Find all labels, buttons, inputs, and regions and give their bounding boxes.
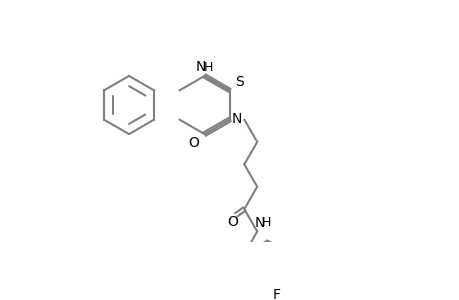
Text: N: N xyxy=(195,60,205,74)
Text: H: H xyxy=(203,61,213,74)
Text: H: H xyxy=(262,216,271,229)
Text: F: F xyxy=(272,289,280,300)
Text: S: S xyxy=(235,75,243,89)
Text: O: O xyxy=(227,215,238,229)
Text: O: O xyxy=(188,136,199,150)
Text: N: N xyxy=(231,112,242,126)
Text: N: N xyxy=(254,216,264,230)
